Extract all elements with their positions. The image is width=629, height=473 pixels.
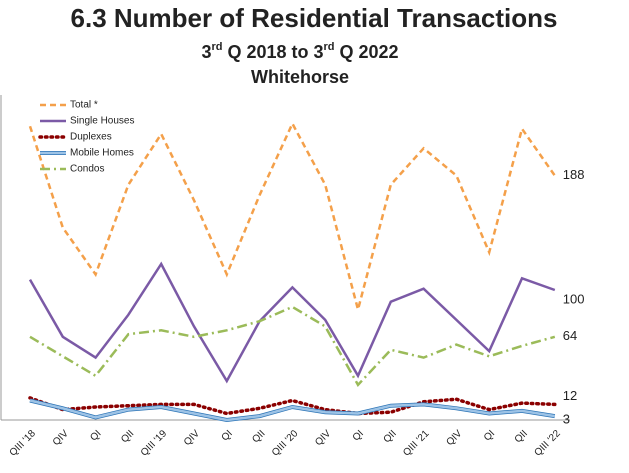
x-tick-label: QII <box>382 428 399 445</box>
legend-label: Condos <box>70 164 104 175</box>
x-tick-label: QI <box>351 428 366 443</box>
x-tick-label: QIII '19 <box>139 428 170 459</box>
legend-label: Single Houses <box>70 116 134 127</box>
x-tick-label: QIII '22 <box>532 428 563 459</box>
x-tick-label: QIII '20 <box>270 428 301 459</box>
chart-subtitle: Whitehorse <box>251 67 349 87</box>
legend-label: Duplexes <box>70 132 112 143</box>
x-tick-label: QII <box>119 428 136 445</box>
series-line <box>28 396 557 416</box>
x-tick-label: QIV <box>51 428 71 448</box>
x-tick-label: QI <box>220 428 235 443</box>
x-tick-label: QI <box>88 428 103 443</box>
legend-label: Mobile Homes <box>70 148 134 159</box>
end-label: 64 <box>563 328 577 343</box>
x-tick-label: QII <box>250 428 267 445</box>
end-label: 100 <box>563 291 585 306</box>
end-label: 188 <box>563 167 585 182</box>
series-line <box>29 399 555 422</box>
series-line <box>29 305 556 388</box>
x-tick-label: QI <box>482 428 497 443</box>
chart-subtitle: 3rd Q 2018 to 3rd Q 2022 <box>201 41 398 62</box>
x-tick-label: QIII '21 <box>401 428 432 459</box>
x-tick-label: QIII '18 <box>8 428 39 459</box>
x-tick-label: QIV <box>182 428 202 448</box>
series-line <box>28 261 556 384</box>
legend-label: Total * <box>70 100 98 111</box>
x-tick-label: QIV <box>313 428 333 448</box>
x-tick-label: QII <box>513 428 530 445</box>
chart-title: 6.3 Number of Residential Transactions <box>71 3 558 33</box>
end-label: 3 <box>563 412 570 427</box>
end-label: 12 <box>563 388 577 403</box>
x-tick-label: QIV <box>444 428 464 448</box>
